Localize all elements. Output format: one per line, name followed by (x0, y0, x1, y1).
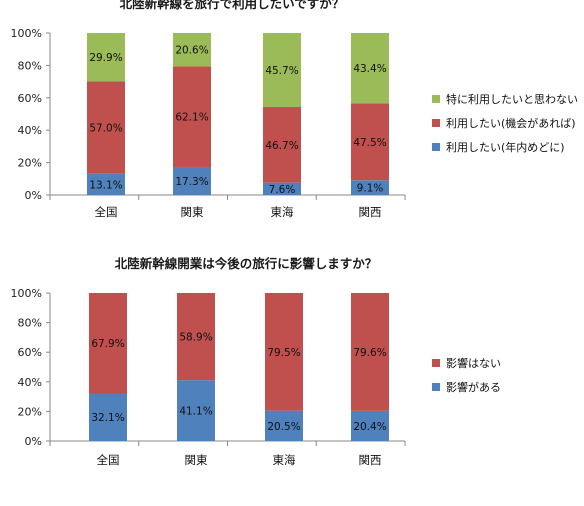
x-tick-label: 東海 (271, 205, 294, 219)
x-tick-label: 全国 (95, 205, 118, 219)
y-tick-label: 100% (11, 287, 42, 300)
bar-segment (87, 81, 125, 174)
data-label: 20.5% (267, 421, 300, 433)
y-tick-label: 40% (18, 124, 42, 137)
bar-segment (265, 410, 303, 441)
y-tick-label: 60% (18, 92, 42, 105)
data-label: 45.7% (265, 65, 298, 77)
data-label: 62.1% (175, 112, 208, 124)
bar-segment (87, 173, 125, 195)
bar-segment (173, 66, 211, 167)
bar-segment (351, 180, 389, 195)
data-label: 67.9% (91, 338, 124, 350)
data-label: 41.1% (179, 406, 212, 418)
bar-segment (89, 293, 127, 394)
data-label: 17.3% (175, 176, 208, 188)
chart-1: 北陸新幹線を旅行で利用したいですか？ 0% 20% 40% 60% 80% 100% 全国 関東… (11, 0, 578, 219)
data-label: 7.6% (269, 184, 296, 196)
bar-segment (351, 103, 389, 181)
x-tick-label: 関東 (185, 453, 208, 467)
data-label: 79.5% (267, 347, 300, 359)
legend-label: 利用したい(機会があれば) (446, 116, 576, 130)
x-tick-label: 関西 (359, 205, 382, 219)
data-label: 13.1% (89, 179, 122, 191)
bar-segment (89, 393, 127, 441)
bar-segment (351, 293, 389, 411)
y-tick-label: 80% (18, 59, 42, 72)
legend-swatch (432, 383, 440, 391)
x-tick-label: 東海 (273, 453, 296, 467)
chart-2: 北陸新幹線開業は今後の旅行に影響しますか？ 0% 20% 40% 60% 80% 100% 全… (11, 256, 501, 467)
data-label: 46.7% (265, 140, 298, 152)
legend-swatch (432, 359, 440, 367)
data-label: 9.1% (357, 183, 384, 195)
legend-label: 特に利用したいと思わない (446, 92, 578, 106)
y-tick-label: 20% (18, 157, 42, 170)
bar-segment (351, 33, 389, 104)
data-label: 58.9% (179, 332, 212, 344)
legend-swatch (432, 143, 440, 151)
y-tick-label: 100% (11, 27, 42, 40)
data-label: 47.5% (353, 137, 386, 149)
data-label: 32.1% (91, 412, 124, 424)
bar-segment (263, 33, 301, 108)
legend-label: 影響がある (446, 380, 501, 394)
x-tick-label: 関西 (359, 453, 382, 467)
legend-label: 影響はない (446, 356, 501, 370)
bar-segment (263, 107, 301, 183)
y-tick-label: 80% (18, 317, 42, 330)
bar-segment (265, 293, 303, 411)
bar-segment (351, 410, 389, 441)
bar-segment (177, 380, 215, 441)
legend-swatch (432, 119, 440, 127)
data-label: 79.6% (353, 347, 386, 359)
y-tick-label: 60% (18, 346, 42, 359)
data-label: 57.0% (89, 123, 122, 135)
data-label: 20.4% (353, 421, 386, 433)
bar-segment (177, 293, 215, 381)
x-tick-label: 関東 (181, 205, 204, 219)
data-label: 43.4% (353, 63, 386, 75)
data-label: 29.9% (89, 52, 122, 64)
chart-title: 北陸新幹線を旅行で利用したいですか？ (120, 0, 345, 11)
x-tick-label: 全国 (97, 453, 120, 467)
legend-label: 利用したい(年内めどに) (446, 140, 565, 154)
bar-segment (263, 182, 301, 195)
y-tick-label: 20% (18, 405, 42, 418)
bar-segment (173, 33, 211, 67)
y-tick-label: 0% (25, 189, 42, 202)
chart-title: 北陸新幹線開業は今後の旅行に影響しますか？ (115, 256, 378, 271)
y-tick-label: 0% (25, 435, 42, 448)
bar-segment (173, 166, 211, 195)
y-tick-label: 40% (18, 376, 42, 389)
legend-swatch (432, 95, 440, 103)
data-label: 20.6% (175, 45, 208, 57)
bar-segment (87, 33, 125, 82)
